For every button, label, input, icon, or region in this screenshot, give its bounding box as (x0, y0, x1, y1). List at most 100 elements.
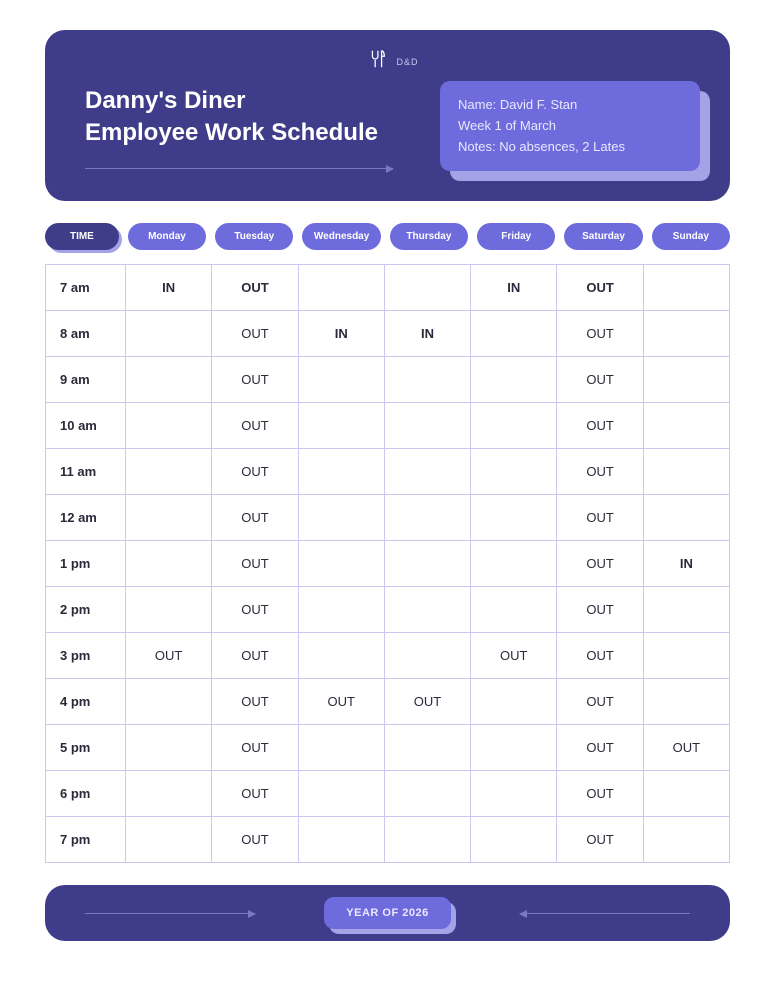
schedule-cell (126, 725, 212, 771)
schedule-cell (643, 495, 729, 541)
schedule-cell: OUT (557, 495, 643, 541)
info-name-label: Name: (458, 97, 496, 112)
schedule-cell: OUT (212, 357, 298, 403)
schedule-cell (126, 587, 212, 633)
schedule-cell (298, 587, 384, 633)
schedule-cell (298, 403, 384, 449)
time-cell: 6 pm (46, 771, 126, 817)
schedule-cell (643, 357, 729, 403)
arrow-decoration (85, 913, 255, 914)
footer-bar: YEAR OF 2026 (45, 885, 730, 941)
table-row: 4 pmOUTOUTOUTOUT (46, 679, 730, 725)
info-notes-label: Notes: (458, 139, 496, 154)
table-row: 7 amINOUTINOUT (46, 265, 730, 311)
schedule-cell (126, 495, 212, 541)
pill-day-tue: Tuesday (215, 223, 293, 250)
schedule-cell (643, 633, 729, 679)
info-notes-value: No absences, 2 Lates (499, 139, 625, 154)
schedule-cell (471, 311, 557, 357)
schedule-cell (384, 771, 470, 817)
time-cell: 3 pm (46, 633, 126, 679)
brand-tag: D&D (396, 57, 418, 67)
time-cell: 10 am (46, 403, 126, 449)
schedule-cell (298, 541, 384, 587)
schedule-cell (643, 679, 729, 725)
schedule-cell (643, 403, 729, 449)
schedule-cell (126, 357, 212, 403)
schedule-cell (298, 495, 384, 541)
table-row: 1 pmOUTOUTIN (46, 541, 730, 587)
schedule-cell: OUT (557, 265, 643, 311)
schedule-cell: OUT (557, 541, 643, 587)
title-block: Danny's Diner Employee Work Schedule (85, 85, 420, 169)
schedule-cell (298, 725, 384, 771)
schedule-cell: OUT (557, 449, 643, 495)
schedule-cell (384, 587, 470, 633)
schedule-cell: OUT (557, 817, 643, 863)
schedule-cell: OUT (212, 311, 298, 357)
schedule-cell (384, 817, 470, 863)
arrow-decoration (85, 168, 393, 169)
schedule-cell: OUT (212, 587, 298, 633)
schedule-cell: OUT (212, 495, 298, 541)
schedule-cell (126, 679, 212, 725)
schedule-cell (298, 817, 384, 863)
info-week: Week 1 of March (458, 116, 682, 137)
schedule-cell: IN (643, 541, 729, 587)
brand-row: D&D (85, 48, 700, 75)
time-cell: 9 am (46, 357, 126, 403)
table-row: 3 pmOUTOUTOUTOUT (46, 633, 730, 679)
schedule-cell: OUT (557, 725, 643, 771)
schedule-cell (126, 771, 212, 817)
schedule-cell: OUT (212, 771, 298, 817)
schedule-cell (643, 771, 729, 817)
schedule-cell: OUT (557, 357, 643, 403)
schedule-cell (384, 725, 470, 771)
pill-time: TIME (45, 223, 119, 250)
schedule-cell (643, 449, 729, 495)
schedule-cell: OUT (557, 587, 643, 633)
schedule-cell (471, 725, 557, 771)
arrow-decoration (520, 913, 690, 914)
schedule-cell: OUT (557, 771, 643, 817)
schedule-cell: OUT (557, 403, 643, 449)
schedule-cell (471, 357, 557, 403)
year-pill: YEAR OF 2026 (324, 897, 450, 929)
schedule-cell: OUT (557, 633, 643, 679)
schedule-cell: OUT (212, 403, 298, 449)
schedule-cell (126, 541, 212, 587)
table-row: 12 am OUT OUT (46, 495, 730, 541)
schedule-cell (384, 633, 470, 679)
pill-day-wed: Wednesday (302, 223, 380, 250)
title-line-2: Employee Work Schedule (85, 119, 378, 146)
schedule-cell (471, 587, 557, 633)
schedule-cell (643, 817, 729, 863)
time-cell: 11 am (46, 449, 126, 495)
schedule-cell (126, 817, 212, 863)
schedule-cell (126, 449, 212, 495)
schedule-cell: OUT (212, 541, 298, 587)
time-cell: 8 am (46, 311, 126, 357)
schedule-cell: OUT (212, 449, 298, 495)
schedule-cell: OUT (212, 633, 298, 679)
schedule-cell: OUT (212, 725, 298, 771)
schedule-cell (384, 403, 470, 449)
schedule-cell (126, 311, 212, 357)
schedule-cell: IN (471, 265, 557, 311)
schedule-table: 7 amINOUTINOUT8 amOUTININOUT9 amOUTOUT10… (45, 264, 730, 863)
schedule-cell (384, 357, 470, 403)
schedule-cell: OUT (471, 633, 557, 679)
schedule-cell (298, 357, 384, 403)
schedule-cell (643, 587, 729, 633)
table-row: 9 am OUT OUT (46, 357, 730, 403)
pill-day-thu: Thursday (390, 223, 468, 250)
time-cell: 7 am (46, 265, 126, 311)
table-row: 10 am OUT OUT (46, 403, 730, 449)
pill-day-sun: Sunday (652, 223, 730, 250)
time-cell: 12 am (46, 495, 126, 541)
schedule-cell: OUT (212, 817, 298, 863)
schedule-cell (384, 265, 470, 311)
title-line-1: Danny's Diner (85, 87, 245, 114)
schedule-cell: OUT (212, 265, 298, 311)
schedule-cell (471, 817, 557, 863)
